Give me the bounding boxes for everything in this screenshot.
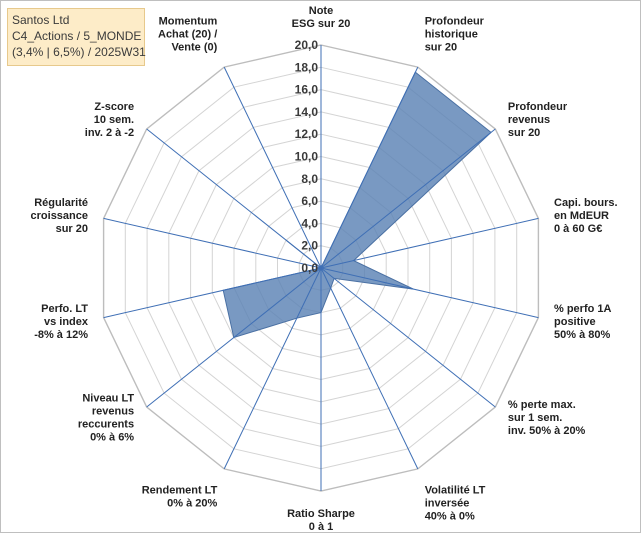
axis-label: Rendement LT 0% à 20%: [142, 484, 218, 509]
axis-spoke: [103, 217, 322, 269]
axis-label: Profondeur revenus sur 20: [508, 101, 568, 139]
tick-label: 16,0: [295, 83, 319, 97]
axis-spoke: [320, 217, 539, 269]
tick-label: 8,0: [301, 172, 318, 186]
title-line-company: Santos Ltd: [12, 13, 70, 27]
axis-label-line: 0 à 60 G€: [554, 223, 602, 235]
axis-spoke: [320, 267, 496, 408]
axis-label-line: Vente (0): [171, 42, 217, 54]
tick-label: 14,0: [295, 105, 319, 119]
axis-label-line: % perfo 1A: [554, 303, 612, 315]
axis-label-line: -8% à 12%: [34, 329, 88, 341]
axis-label-line: 0 à 1: [309, 521, 333, 533]
axis-label-line: sur 20: [425, 42, 457, 54]
tick-label: 2,0: [301, 239, 318, 253]
axis-label-line: Achat (20) /: [158, 29, 217, 41]
axis-label: % perte max. sur 1 sem. inv. 50% à 20%: [508, 399, 586, 437]
axis-label-line: 40% à 0%: [425, 510, 475, 522]
title-box: Santos Ltd C4_Actions / 5_MONDE (3,4% | …: [7, 8, 146, 66]
axis-label-line: Z-score: [94, 101, 134, 113]
tick-label: 10,0: [295, 150, 319, 164]
axis-label-line: sur 20: [56, 223, 88, 235]
tick-label: 6,0: [301, 194, 318, 208]
axis-label-line: positive: [554, 316, 596, 328]
tick-label: 20,0: [295, 38, 319, 52]
title-line-period: (3,4% | 6,5%) / 2025W31: [12, 45, 146, 59]
axis-label-line: sur 20: [508, 127, 540, 139]
axis-label-line: Note: [309, 5, 333, 17]
axis-label: Momentum Achat (20) / Vente (0): [158, 16, 218, 54]
axis-spoke: [223, 267, 322, 470]
axis-label-line: Perfo. LT: [41, 303, 88, 315]
axis-spoke: [320, 267, 419, 470]
axis-label-line: croissance: [31, 210, 88, 222]
axis-label: Ratio Sharpe 0 à 1: [287, 508, 355, 533]
axis-label-line: en MdEUR: [554, 210, 609, 222]
axis-label-line: revenus: [92, 406, 134, 418]
axis-label-line: Rendement LT: [142, 484, 218, 496]
tick-label: 0,0: [301, 261, 318, 275]
title-line-category: C4_Actions / 5_MONDE: [12, 29, 142, 43]
axis-label-line: Profondeur: [508, 101, 568, 113]
axis-label-line: sur 1 sem.: [508, 412, 562, 424]
axis-label-line: 50% à 80%: [554, 329, 610, 341]
axis-label: Niveau LT revenus reccurents 0% à 6%: [78, 393, 135, 444]
axis-label-line: Régularité: [34, 197, 88, 209]
axis-label-line: inv. 50% à 20%: [508, 425, 586, 437]
axis-label-line: Niveau LT: [82, 393, 134, 405]
axis-label-line: inversée: [425, 497, 470, 509]
axis-label-line: ESG sur 20: [292, 18, 351, 30]
tick-label: 12,0: [295, 127, 319, 141]
axis-label-line: Momentum: [159, 16, 218, 28]
axis-label: % perfo 1A positive 50% à 80%: [554, 303, 612, 341]
axis-label-line: Capi. bours.: [554, 197, 618, 209]
axis-spoke: [320, 66, 419, 269]
axis-label-line: revenus: [508, 114, 550, 126]
axis-label-line: vs index: [44, 316, 89, 328]
axis-label-line: 0% à 6%: [90, 432, 134, 444]
axis-spoke: [320, 267, 539, 319]
axis-label: Volatilité LT inversée 40% à 0%: [425, 484, 486, 522]
axis-spoke: [320, 128, 496, 269]
axis-label-line: Volatilité LT: [425, 484, 486, 496]
axis-spoke: [223, 66, 322, 269]
axis-spoke: [103, 267, 322, 319]
axis-label: Régularité croissance sur 20: [31, 197, 88, 235]
axis-label: Profondeur historique sur 20: [425, 16, 485, 54]
axis-label: Capi. bours. en MdEUR 0 à 60 G€: [554, 197, 618, 235]
axis-label-line: 10 sem.: [94, 114, 134, 126]
axis-label: Perfo. LT vs index -8% à 12%: [34, 303, 89, 341]
tick-label: 18,0: [295, 60, 319, 74]
axis-label: Z-score 10 sem. inv. 2 à -2: [85, 101, 134, 139]
axis-label-line: historique: [425, 29, 478, 41]
axis-label-line: Ratio Sharpe: [287, 508, 355, 520]
axis-label-line: 0% à 20%: [167, 497, 217, 509]
axis-label-line: % perte max.: [508, 399, 576, 411]
axis-spoke: [146, 267, 322, 408]
tick-label: 4,0: [301, 216, 318, 230]
axis-spoke: [146, 128, 322, 269]
axis-label: Note ESG sur 20: [292, 5, 351, 30]
axis-label-line: reccurents: [78, 419, 134, 431]
axis-label-line: Profondeur: [425, 16, 485, 28]
axis-label-line: inv. 2 à -2: [85, 127, 134, 139]
